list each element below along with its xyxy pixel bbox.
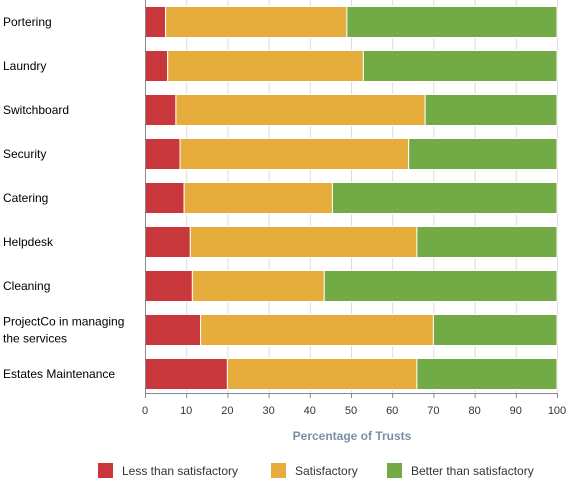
bar-segment xyxy=(144,50,169,82)
category-label: Catering xyxy=(3,191,48,205)
bar-segment xyxy=(144,270,193,302)
x-tick-label: 30 xyxy=(262,405,274,417)
x-tick-label: 0 xyxy=(142,405,148,417)
bar-segment xyxy=(226,358,418,390)
bar-segment xyxy=(175,94,426,126)
x-tick-label: 20 xyxy=(221,405,233,417)
bar-segment xyxy=(432,314,558,346)
bar-segment xyxy=(179,138,410,170)
x-tick-label: 90 xyxy=(510,405,522,417)
bar-segment xyxy=(408,138,558,170)
bar-segment xyxy=(189,226,418,258)
legend-swatch xyxy=(98,463,113,478)
legend-swatch xyxy=(271,463,286,478)
bar-segment xyxy=(144,358,228,390)
x-tick-label: 10 xyxy=(180,405,192,417)
x-tick-label: 70 xyxy=(427,405,439,417)
category-label: Estates Maintenance xyxy=(3,367,115,381)
category-label: ProjectCo in managing xyxy=(3,315,124,329)
x-tick-label: 50 xyxy=(345,405,357,417)
legend-label: Better than satisfactory xyxy=(411,464,534,478)
bar-segment xyxy=(331,182,558,214)
legend: Less than satisfactory Satisfactory Better… xyxy=(98,463,534,478)
bar-segment xyxy=(346,6,558,38)
bar-segment xyxy=(323,270,558,302)
x-tick-label: 80 xyxy=(468,405,480,417)
legend-swatch xyxy=(387,463,402,478)
bar-segment xyxy=(144,94,177,126)
bar-segment xyxy=(144,182,185,214)
bar-segment xyxy=(165,6,348,38)
bar-segment xyxy=(144,6,167,38)
legend-label: Less than satisfactory xyxy=(122,464,238,478)
x-tick-label: 60 xyxy=(386,405,398,417)
bar-segment xyxy=(424,94,558,126)
bar-segment xyxy=(144,138,181,170)
x-axis-title: Percentage of Trusts xyxy=(293,429,412,443)
category-label: Helpdesk xyxy=(3,235,54,249)
bar-segment xyxy=(200,314,434,346)
category-label: Switchboard xyxy=(3,103,69,117)
category-label: Security xyxy=(3,147,46,161)
bar-segment xyxy=(183,182,333,214)
category-label: Laundry xyxy=(3,59,46,73)
bar-segment xyxy=(416,226,558,258)
bar-segment xyxy=(144,226,191,258)
x-tick-label: 40 xyxy=(304,405,316,417)
bar-segment xyxy=(191,270,325,302)
bar-segment xyxy=(416,358,558,390)
bar-segment xyxy=(167,50,364,82)
bars xyxy=(144,6,558,390)
bar-segment xyxy=(144,314,202,346)
category-labels: Portering Laundry Switchboard Security Cater… xyxy=(3,15,124,381)
bar-segment xyxy=(362,50,558,82)
category-label: Cleaning xyxy=(3,279,50,293)
x-tick-label: 100 xyxy=(548,405,566,417)
category-label: the services xyxy=(3,332,67,346)
legend-label: Satisfactory xyxy=(295,464,358,478)
category-label: Portering xyxy=(3,15,52,29)
x-axis: 0 10 20 30 40 50 60 70 80 90 100 xyxy=(142,0,566,417)
